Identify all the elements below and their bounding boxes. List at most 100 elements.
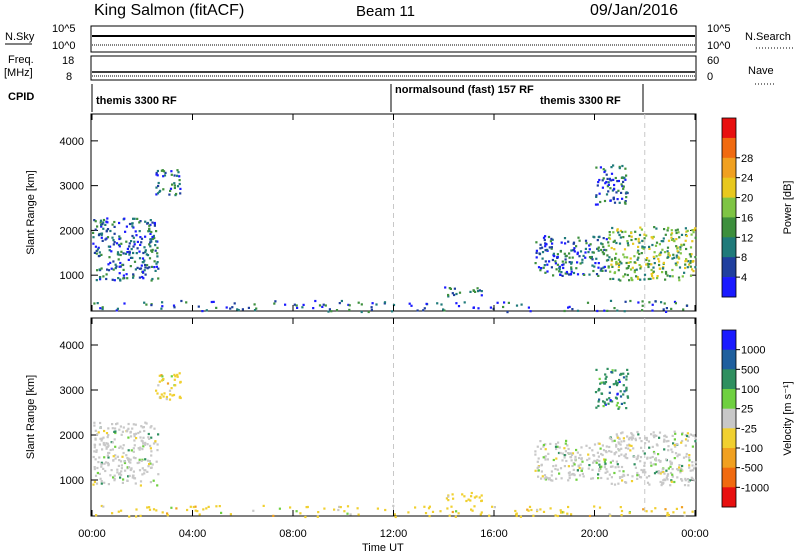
data-cell [106,228,110,231]
data-cell [648,245,651,248]
data-cell [569,456,572,459]
data-cell [566,444,569,447]
data-cell [139,436,142,439]
data-cell [689,260,692,263]
data-cell [673,240,676,243]
cpid-label: CPID [8,91,34,103]
data-cell [555,447,558,451]
nave-tick-bottom: 0 [707,71,713,83]
data-cell [174,375,177,378]
data-cell [131,256,134,259]
data-cell [565,459,568,463]
data-cell [128,250,131,253]
data-cell [148,229,151,233]
data-cell [150,436,153,439]
scatter-region-2 [155,169,182,197]
data-cell [625,386,628,389]
data-cell [542,236,546,239]
data-cell [588,244,591,247]
data-cell [599,200,602,204]
data-cell [445,497,448,500]
data-cell [534,450,537,453]
data-cell [155,240,158,243]
data-cell [674,262,677,265]
data-cell [661,481,664,484]
data-cell [101,223,104,226]
data-cell [576,273,580,276]
data-cell [118,237,121,241]
data-cell [543,238,546,242]
data-cell [108,256,111,259]
data-cell [597,236,600,239]
data-cell [684,444,687,447]
data-cell [643,468,646,471]
data-cell [170,170,173,173]
data-cell [550,237,553,240]
data-cell [636,474,639,477]
data-cell [169,393,172,396]
data-cell [594,460,597,463]
data-cell [568,471,571,474]
data-cell [146,222,149,225]
data-cell [564,242,567,245]
data-cell [156,392,159,395]
data-cell [659,459,662,463]
data-cell [602,237,605,240]
data-cell [107,263,110,266]
data-cell [535,256,538,259]
data-cell [645,438,648,441]
data-cell [652,450,656,454]
data-cell [620,514,623,517]
data-cell [627,244,630,247]
data-cell [138,250,141,253]
data-cell [587,467,590,470]
data-cell [679,467,682,470]
data-cell [653,262,656,265]
data-cell [135,508,138,511]
data-cell [118,265,121,268]
data-cell [534,453,537,456]
data-cell [637,277,640,280]
data-cell [120,509,123,512]
data-cell [567,479,570,482]
data-cell [618,406,621,409]
freq-label: Freq. [8,54,34,66]
data-cell [127,466,131,469]
data-cell [662,471,665,474]
data-cell [605,468,608,471]
data-cell [595,166,598,169]
data-cell [357,513,360,516]
data-cell [667,226,670,229]
data-cell [559,250,562,253]
data-cell [648,446,651,449]
data-cell [165,395,168,399]
data-cell [96,433,99,436]
data-cell [600,248,603,252]
nave-tick-top: 60 [707,55,719,67]
x-tick-label: 00:00 [78,528,106,540]
data-cell [95,249,98,252]
data-cell [126,429,129,432]
data-cell [595,368,598,371]
data-cell [166,514,169,517]
data-cell [694,437,697,440]
data-cell [642,508,645,511]
data-cell [117,258,120,261]
data-cell [111,223,114,226]
data-cell [110,267,113,270]
data-cell [457,305,461,308]
data-cell [676,250,679,253]
data-cell [475,495,478,498]
data-cell [603,199,607,203]
data-cell [112,260,115,263]
data-cell [655,434,658,437]
data-cell [591,449,594,452]
data-cell [665,469,668,472]
data-cell [596,203,599,206]
data-cell [641,471,645,474]
data-cell [607,183,610,186]
data-cell [580,469,583,472]
data-cell [92,455,95,459]
data-cell [274,300,277,303]
data-cell [477,290,480,293]
